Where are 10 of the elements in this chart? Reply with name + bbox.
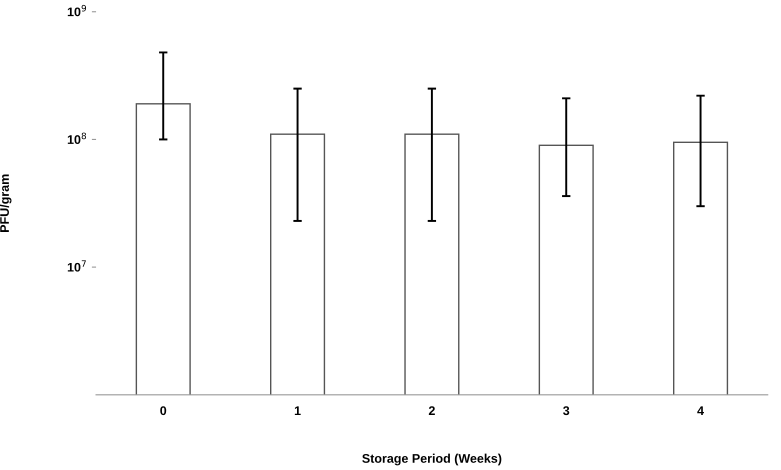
y-tick-label: 10$^{9}$ (68, 4, 86, 16)
x-tick-label: 3 (563, 406, 570, 416)
y-axis-title: PFU/gram (0, 174, 12, 232)
x-tick-label: 1 (294, 406, 301, 415)
x-tick-label: 2 (428, 406, 435, 415)
y-tick-label: 10$^{7}$ (68, 260, 86, 272)
x-axis-title: Storage Period (Weeks) (362, 454, 502, 466)
x-tick-label: 0 (160, 406, 166, 416)
x-tick-label: 4 (697, 406, 704, 415)
y-tick-label: 10$^{8}$ (68, 132, 86, 144)
